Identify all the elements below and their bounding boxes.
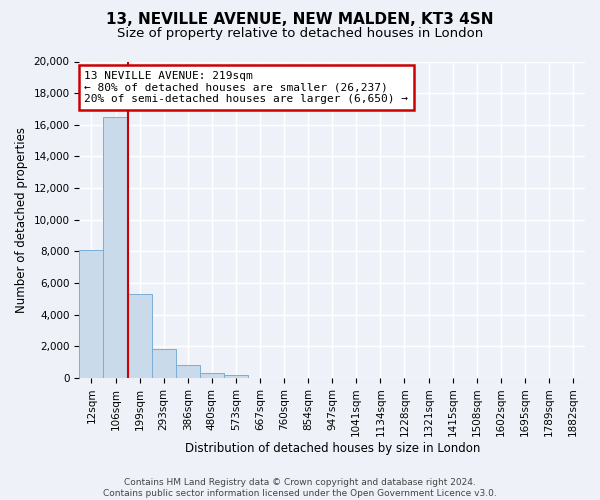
Bar — [176, 366, 200, 378]
Bar — [224, 375, 248, 378]
Bar — [200, 373, 224, 378]
Bar — [152, 350, 176, 378]
Bar — [128, 294, 152, 378]
Y-axis label: Number of detached properties: Number of detached properties — [15, 126, 28, 312]
Bar — [79, 250, 103, 378]
Bar — [103, 117, 128, 378]
Text: 13, NEVILLE AVENUE, NEW MALDEN, KT3 4SN: 13, NEVILLE AVENUE, NEW MALDEN, KT3 4SN — [106, 12, 494, 28]
Text: Contains HM Land Registry data © Crown copyright and database right 2024.
Contai: Contains HM Land Registry data © Crown c… — [103, 478, 497, 498]
X-axis label: Distribution of detached houses by size in London: Distribution of detached houses by size … — [185, 442, 480, 455]
Text: 13 NEVILLE AVENUE: 219sqm
← 80% of detached houses are smaller (26,237)
20% of s: 13 NEVILLE AVENUE: 219sqm ← 80% of detac… — [85, 71, 409, 104]
Text: Size of property relative to detached houses in London: Size of property relative to detached ho… — [117, 28, 483, 40]
